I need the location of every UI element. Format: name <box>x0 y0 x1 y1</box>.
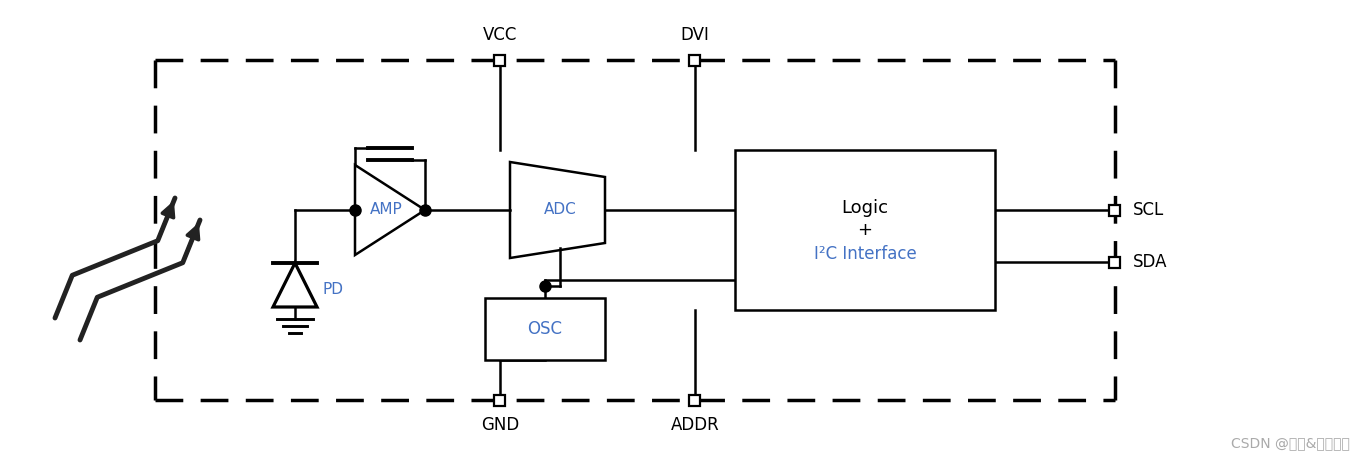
Bar <box>495 55 506 65</box>
Text: ADDR: ADDR <box>671 416 719 434</box>
Bar <box>689 395 700 405</box>
Text: Logic: Logic <box>841 199 889 217</box>
Text: PD: PD <box>323 283 344 297</box>
Text: GND: GND <box>481 416 519 434</box>
Text: OSC: OSC <box>527 320 563 338</box>
Text: VCC: VCC <box>482 26 518 44</box>
Bar <box>734 150 995 310</box>
Bar <box>1110 205 1121 215</box>
Text: ADC: ADC <box>544 203 577 218</box>
Bar <box>485 298 606 360</box>
Bar <box>689 55 700 65</box>
Text: I²C Interface: I²C Interface <box>814 245 917 263</box>
Bar <box>495 395 506 405</box>
Text: SDA: SDA <box>1133 253 1167 271</box>
Text: +: + <box>858 221 873 239</box>
Text: DVI: DVI <box>681 26 710 44</box>
Bar <box>1110 256 1121 268</box>
Text: SCL: SCL <box>1133 201 1164 219</box>
Text: AMP: AMP <box>370 203 403 218</box>
Text: CSDN @视觉&物联智能: CSDN @视觉&物联智能 <box>1232 436 1349 450</box>
